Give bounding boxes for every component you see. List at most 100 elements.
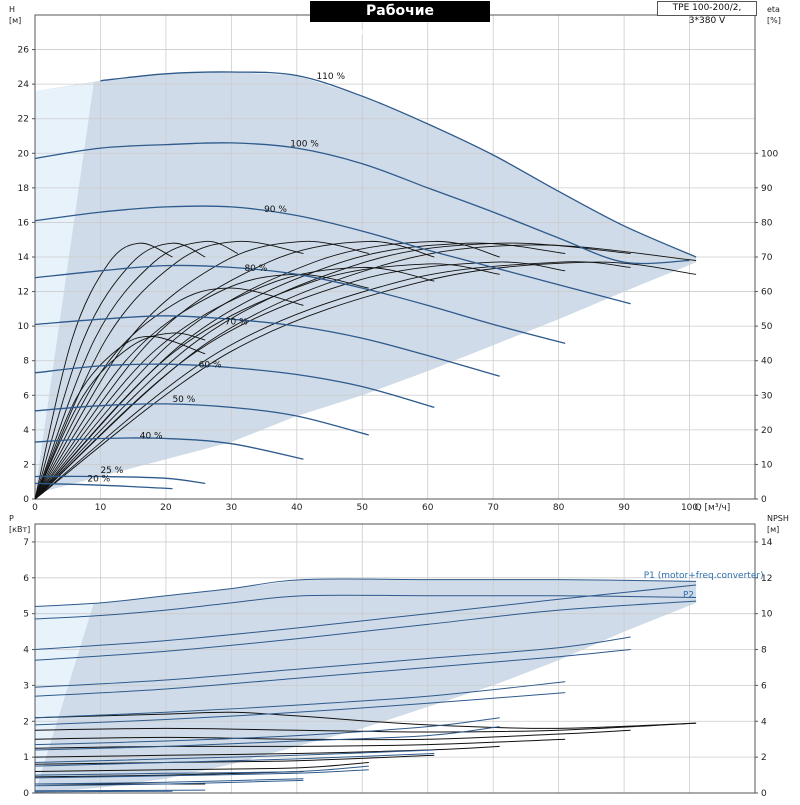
power-curve [34,681,566,719]
speed-curve-label: 90 % [264,205,287,215]
efficiency-curve [34,240,369,500]
power-curve [34,765,369,776]
bottom-y2-tick-label: 4 [761,717,767,727]
top-y2-tick-label: 40 [761,357,773,367]
power-curve [34,749,435,763]
bottom-y-axis-unit: [кВт] [9,525,30,534]
bottom-envelope-light-region [35,602,94,793]
npsh-curve [34,738,566,749]
efficiency-curve [34,242,206,500]
top-y2-tick-label: 70 [761,253,773,263]
top-y-axis-unit: [м] [9,16,21,25]
speed-curve-label: 70 % [225,317,248,327]
pump-model-label: TPE 100-200/2, 3*380 V [657,1,757,26]
speed-curve [34,205,631,305]
speed-curve [34,363,435,409]
power-curve [34,600,697,661]
efficiency-curve [34,261,566,500]
bottom-y-tick-label: 7 [23,538,29,548]
top-y2-axis-unit: [%] [767,16,781,25]
top-y-tick-label: 6 [23,391,29,401]
top-y-tick-label: 0 [23,495,29,505]
efficiency-curve [34,261,697,500]
power-curve [34,636,631,688]
efficiency-curve [34,332,206,500]
efficiency-curve [34,240,239,500]
top-y-tick-label: 26 [18,46,30,56]
top-y-tick-label: 10 [18,322,30,332]
top-x-tick-label: 50 [357,503,369,513]
top-y-tick-label: 14 [18,253,30,263]
bottom-frame [34,523,756,794]
top-x-tick-label: 90 [618,503,630,513]
top-x-tick-label: 30 [226,503,238,513]
speed-curve [34,475,206,485]
bottom-y2-tick-label: 8 [761,646,767,656]
power-curve [34,726,500,751]
top-x-tick-label: 0 [32,503,38,513]
efficiency-curve [34,263,500,500]
top-x-axis-title: Q [м³/ч] [695,503,731,513]
speed-curve [34,437,304,460]
top-y-tick-label: 16 [18,218,30,228]
speed-curve [34,315,500,377]
speed-curve [34,142,690,265]
power-curve [34,584,697,650]
efficiency-curve [34,242,566,500]
top-y-tick-label: 4 [23,426,29,436]
power-curve [34,779,304,787]
top-y-tick-label: 20 [18,149,30,159]
speed-curve-label: 50 % [172,395,195,405]
top-y2-tick-label: 0 [761,495,767,505]
top-y2-tick-label: 50 [761,322,773,332]
power-curve [34,578,697,607]
top-y2-tick-label: 10 [761,460,773,470]
top-x-tick-label: 70 [487,503,499,513]
power-curve [34,778,304,785]
top-y-tick-label: 24 [18,80,30,90]
efficiency-curve [34,242,173,500]
bottom-y2-axis-title: NPSH [767,514,789,523]
speed-curve-label: 40 % [140,432,163,442]
top-x-tick-label: 60 [422,503,434,513]
efficiency-curve [34,335,206,500]
bottom-y2-tick-label: 0 [761,789,767,799]
bottom-y-tick-label: 0 [23,789,29,799]
top-y2-tick-label: 20 [761,426,773,436]
bottom-y-tick-label: 5 [23,610,29,620]
speed-curve [100,71,697,258]
top-y2-tick-label: 90 [761,184,773,194]
npsh-curve [34,754,435,765]
bottom-y-tick-label: 3 [23,681,29,691]
efficiency-curve [34,273,369,500]
bottom-y-axis-title: P [9,514,14,523]
power-curve [34,789,206,792]
top-x-tick-label: 10 [95,503,107,513]
speed-curve [34,403,369,436]
bottom-y2-tick-label: 2 [761,753,767,763]
efficiency-curve [34,266,435,500]
speed-curve-label: 80 % [244,264,267,274]
top-y2-axis-title: eta [767,5,780,14]
top-y2-tick-label: 30 [761,391,773,401]
top-y-tick-label: 2 [23,460,29,470]
efficiency-curve [34,240,500,500]
p2-legend-label: P2 [683,591,694,601]
bottom-y2-tick-label: 10 [761,610,773,620]
top-y-axis-title: H [9,5,15,14]
efficiency-curve [34,261,631,500]
npsh-curve [34,711,697,729]
top-x-tick-label: 100 [681,503,698,513]
bottom-y-tick-label: 6 [23,574,29,584]
bottom-y-tick-label: 4 [23,646,29,656]
power-curve [34,753,435,767]
power-curve [34,790,173,793]
top-x-tick-label: 20 [160,503,172,513]
bottom-y-tick-label: 1 [23,753,29,763]
bottom-y2-tick-label: 6 [761,681,767,691]
top-x-tick-label: 80 [553,503,565,513]
efficiency-curve [34,242,631,500]
top-envelope-light-region [35,82,94,494]
efficiency-curve [34,240,435,500]
